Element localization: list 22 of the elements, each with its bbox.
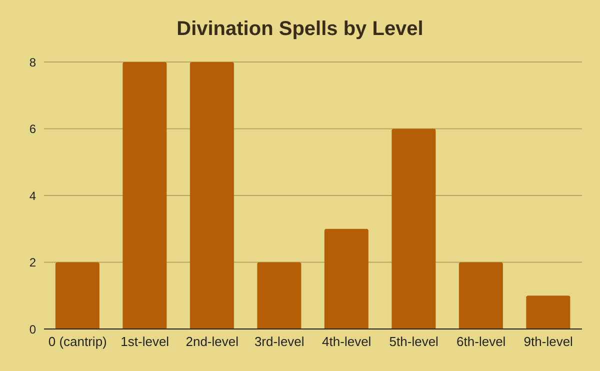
- x-tick-label: 5th-level: [389, 334, 439, 350]
- x-tick-label: 4th-level: [322, 334, 372, 350]
- bar: [257, 262, 302, 329]
- x-tick-label: 3rd-level: [254, 334, 304, 350]
- y-tick-label: 0: [29, 322, 36, 336]
- bar: [324, 228, 368, 329]
- bar: [190, 62, 234, 329]
- x-tick-label: 0 (cantrip): [48, 334, 107, 350]
- x-tick-label: 2nd-level: [186, 334, 239, 350]
- bar: [55, 262, 100, 329]
- bar: [458, 262, 503, 329]
- bar: [526, 296, 570, 329]
- x-tick-label: 9th-level: [524, 334, 574, 350]
- chart-title: Divination Spells by Level: [176, 18, 424, 41]
- bar: [392, 128, 436, 329]
- x-tick-label: 6th-level: [456, 334, 506, 350]
- y-tick-label: 2: [29, 256, 36, 270]
- x-tick-label: 1st-level: [120, 334, 170, 350]
- bar: [122, 62, 167, 329]
- y-tick-label: 4: [29, 188, 36, 203]
- y-tick-label: 8: [29, 55, 36, 70]
- y-tick-label: 6: [29, 122, 36, 136]
